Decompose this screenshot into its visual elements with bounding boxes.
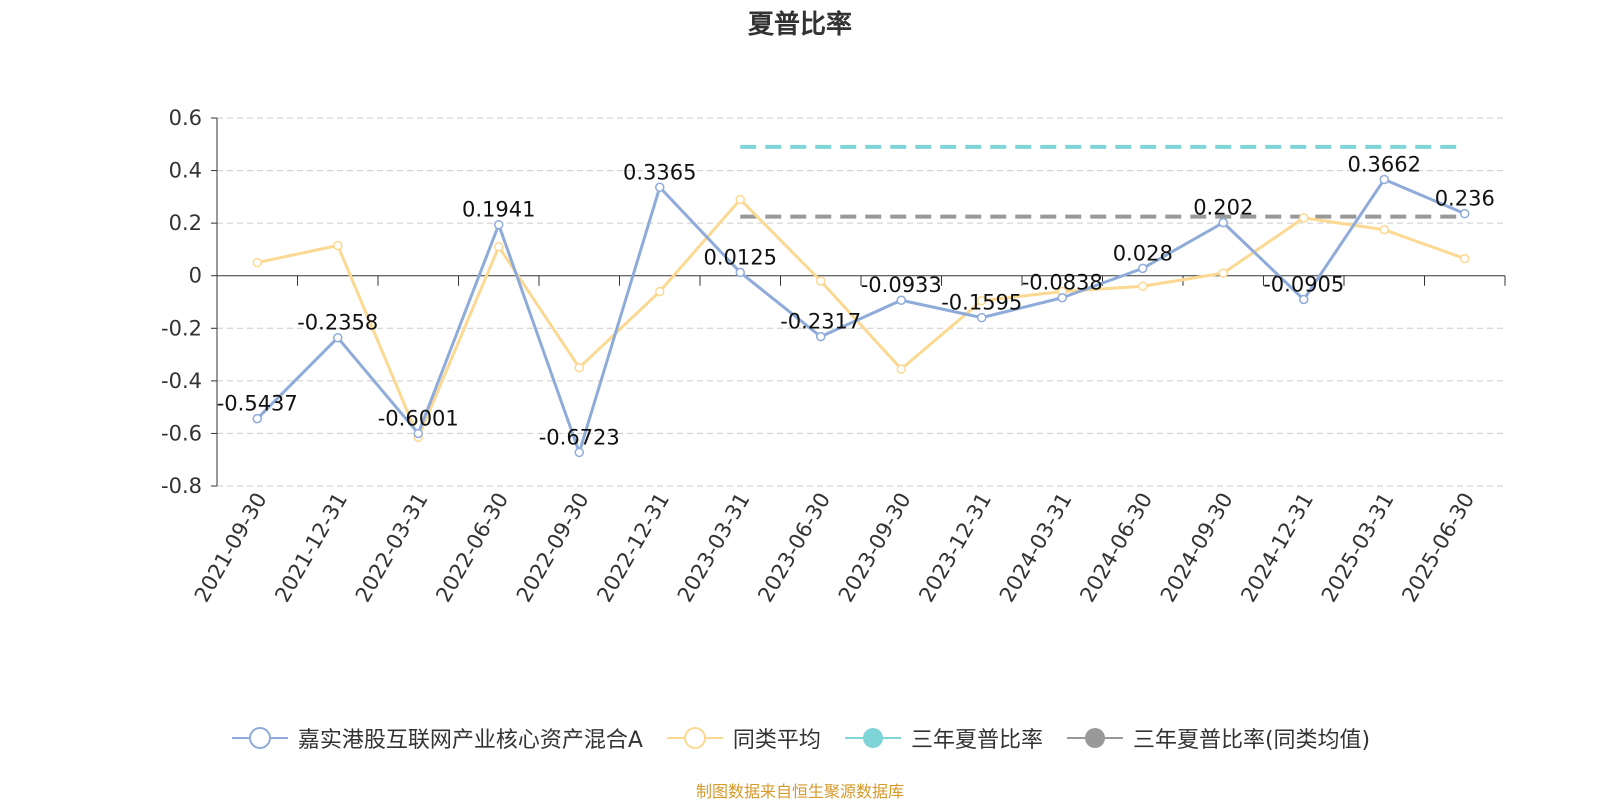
y-tick-label: -0.4 <box>161 369 202 393</box>
y-tick-label: 0.4 <box>169 159 202 183</box>
legend-item-three-year-average[interactable]: 三年夏普比率(同类均值) <box>1065 722 1370 754</box>
fund-data-label: 0.1941 <box>462 198 535 222</box>
y-tick-label: -0.2 <box>161 316 202 340</box>
fund-data-label: -0.0933 <box>861 273 942 297</box>
y-tick-label: 0.2 <box>169 211 202 235</box>
fund-data-label: 0.0125 <box>704 245 777 269</box>
fund-data-label: 0.202 <box>1193 196 1253 220</box>
fund-data-label: -0.5437 <box>217 392 298 416</box>
fund-series-point <box>655 182 665 193</box>
average-series-point <box>252 257 262 268</box>
fund-data-label: 0.3365 <box>623 160 696 184</box>
fund-data-label: -0.6001 <box>378 406 459 430</box>
average-series-point <box>1379 224 1389 235</box>
filled-circle-line-icon <box>844 728 901 748</box>
fund-data-label: 0.3662 <box>1348 152 1421 176</box>
average-series-point <box>1138 281 1148 291</box>
average-series-point <box>574 362 584 373</box>
fund-series-point <box>574 447 584 458</box>
fund-data-label: 0.236 <box>1435 187 1495 211</box>
hollow-circle-line-icon <box>231 727 288 749</box>
legend-label-fund: 嘉实港股互联网产业核心资产混合A <box>297 728 643 753</box>
x-tick-label: 2024-12-31 <box>1236 489 1318 607</box>
average-series-point <box>494 242 504 252</box>
legend-label-three-year: 三年夏普比率 <box>910 728 1043 753</box>
fund-series-point <box>252 413 262 424</box>
average-series-point <box>333 240 343 251</box>
x-tick-label: 2023-12-31 <box>914 489 996 607</box>
x-tick-label: 2021-09-30 <box>190 489 272 607</box>
x-tick-label: 2023-06-30 <box>753 489 835 607</box>
fund-series-point <box>1218 217 1228 228</box>
fund-series-point <box>494 219 504 230</box>
fund-data-label: 0.028 <box>1113 241 1173 265</box>
average-series-point <box>655 286 665 297</box>
x-tick-label: 2025-06-30 <box>1397 489 1479 607</box>
legend-item-fund[interactable]: 嘉实港股互联网产业核心资产混合A <box>230 722 643 754</box>
y-tick-label: 0 <box>189 264 202 288</box>
fund-series-point <box>1138 263 1148 274</box>
fund-series-point <box>977 312 987 323</box>
fund-series-point <box>816 331 826 342</box>
fund-series-point <box>735 267 745 278</box>
x-tick-label: 2021-12-31 <box>270 489 352 607</box>
fund-data-label: -0.0838 <box>1022 271 1103 295</box>
fund-data-label: -0.2358 <box>297 311 378 335</box>
legend-item-average[interactable]: 同类平均 <box>665 722 821 754</box>
hollow-circle-line-icon <box>666 727 723 749</box>
x-tick-label: 2024-06-30 <box>1075 489 1157 607</box>
x-tick-label: 2024-03-31 <box>995 489 1077 607</box>
x-tick-label: 2023-09-30 <box>834 489 916 607</box>
fund-series-point <box>896 295 906 305</box>
chart-title: 夏普比率 <box>747 10 852 40</box>
average-series-point <box>1299 213 1309 223</box>
fund-data-label: -0.0905 <box>1263 273 1344 297</box>
x-tick-label: 2022-12-31 <box>592 489 674 607</box>
fund-series-line <box>256 177 1466 454</box>
y-tick-label: -0.6 <box>161 421 202 445</box>
x-tick-label: 2023-03-31 <box>673 489 755 607</box>
y-tick-label: 0.6 <box>169 106 202 130</box>
x-tick-label: 2022-03-31 <box>351 489 433 607</box>
filled-circle-line-icon <box>1066 728 1123 748</box>
fund-series-point <box>1460 208 1470 219</box>
fund-series-point <box>1379 174 1389 185</box>
x-tick-label: 2024-09-30 <box>1156 489 1238 607</box>
fund-data-label: -0.2317 <box>780 310 861 334</box>
x-tick-label: 2022-06-30 <box>431 489 513 607</box>
fund-series-point <box>1299 294 1309 305</box>
fund-series-point <box>1057 292 1067 303</box>
average-series-point <box>735 194 745 205</box>
average-series-point <box>1218 268 1228 278</box>
average-series-line <box>256 197 1466 439</box>
average-series-point <box>896 364 906 374</box>
data-source-note: 制图数据来自恒生聚源数据库 <box>695 782 904 801</box>
y-tick-label: -0.8 <box>161 474 202 498</box>
x-tick-label: 2022-09-30 <box>512 489 594 607</box>
average-series-point <box>816 276 826 286</box>
legend-label-three-year-average: 三年夏普比率(同类均值) <box>1132 728 1371 753</box>
fund-data-label: -0.6723 <box>539 425 620 449</box>
legend-label-average: 同类平均 <box>732 728 821 753</box>
chart-legend: 嘉实港股互联网产业核心资产混合A 同类平均 三年夏普比率 三年夏普比率(同类均值… <box>0 722 1600 754</box>
fund-series-point <box>413 428 423 439</box>
x-tick-label: 2025-03-31 <box>1317 489 1399 607</box>
average-series-point <box>1460 253 1470 264</box>
legend-item-three-year[interactable]: 三年夏普比率 <box>843 722 1043 754</box>
average-series-point <box>977 295 987 306</box>
fund-series-point <box>333 332 343 343</box>
fund-data-label: -0.1595 <box>941 291 1022 315</box>
